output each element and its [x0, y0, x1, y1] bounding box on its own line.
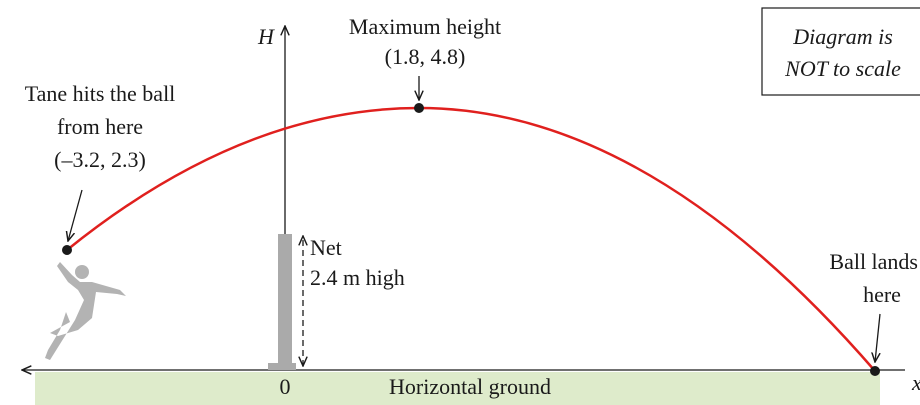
net-base: [268, 363, 296, 370]
note-box: [761, 7, 920, 96]
landing-arrow: [875, 313, 880, 362]
net-height: 2.4 m high: [310, 265, 405, 290]
trajectory: [66, 106, 876, 372]
net-label: Net: [310, 235, 342, 260]
landing-label: here: [863, 282, 901, 307]
origin-label: 0: [280, 374, 291, 399]
launch-label: Tane hits the ball: [25, 81, 176, 106]
net-post: [278, 234, 292, 370]
launch-label: from here: [57, 114, 143, 139]
peak-label: Maximum height: [349, 14, 501, 39]
player-silhouette: [45, 262, 126, 360]
note-text: NOT to scale: [784, 56, 901, 81]
h-axis-label: H: [257, 24, 275, 49]
ground-band: [35, 372, 880, 405]
peak-coords: (1.8, 4.8): [385, 44, 466, 69]
launch-point: [62, 245, 72, 255]
launch-arrow: [68, 189, 83, 241]
landing-point: [870, 366, 880, 376]
ground-label: Horizontal ground: [389, 374, 551, 399]
peak-point: [414, 103, 424, 113]
note-text: Diagram is: [792, 24, 893, 49]
x-axis-label: x: [911, 370, 920, 395]
launch-coords: (–3.2, 2.3): [54, 147, 146, 172]
landing-label: Ball lands: [829, 249, 918, 274]
